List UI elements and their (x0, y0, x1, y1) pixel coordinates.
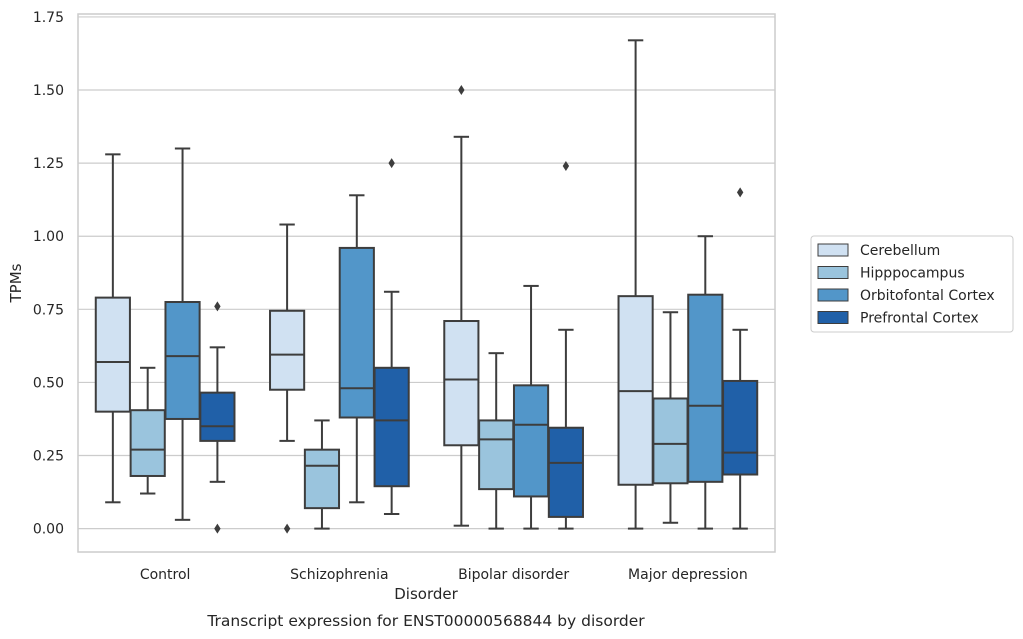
box-1-3 (373, 158, 410, 515)
x-tick-label: Control (140, 567, 191, 583)
legend-label: Orbitofontal Cortex (860, 288, 995, 304)
outlier-point (562, 161, 570, 172)
y-tick-label: 0.50 (33, 375, 64, 391)
x-axis-ticks: Control Schizophrenia Bipolar disorder Majo… (140, 567, 748, 583)
legend-swatch (817, 266, 849, 279)
box-body (129, 409, 166, 477)
box-2-2 (512, 284, 550, 530)
box-2-0 (443, 85, 480, 527)
boxes (94, 39, 759, 534)
box-body (687, 293, 724, 483)
box-1-2 (338, 194, 375, 504)
x-tick-label: Bipolar disorder (458, 567, 569, 583)
box-2-3 (547, 161, 584, 530)
box-body (303, 448, 341, 510)
box-0-0 (94, 153, 131, 504)
legend-swatch (817, 311, 849, 324)
box-body (512, 384, 550, 498)
y-tick-label: 0.25 (33, 449, 64, 465)
outlier-point (388, 158, 395, 169)
plot-frame (77, 13, 776, 553)
box-1-0 (269, 223, 306, 534)
legend: Cerebellum Hipppocampus Orbitofontal Corte… (810, 235, 1014, 333)
legend-frame (810, 235, 1014, 333)
outlier-point (214, 301, 221, 312)
legend-label: Cerebellum (860, 243, 940, 259)
box-body (547, 426, 584, 518)
x-tick-label: Schizophrenia (290, 567, 388, 583)
y-tick-label: 1.50 (33, 83, 64, 99)
y-axis-ticks: 0.00 0.25 0.50 0.75 1.00 1.25 1.50 1.75 (33, 10, 64, 538)
legend-label: Hipppocampus (860, 266, 965, 282)
box-0-3 (199, 301, 236, 534)
y-tick-label: 1.25 (33, 156, 64, 172)
x-axis-label: Disorder (394, 585, 458, 603)
y-tick-label: 0.00 (33, 522, 64, 538)
box-3-1 (652, 311, 689, 524)
box-body (338, 246, 375, 419)
y-tick-label: 1.00 (33, 229, 64, 245)
y-tick-label: 1.75 (33, 10, 64, 26)
box-body (164, 301, 201, 420)
x-tick-label: Major depression (628, 567, 748, 583)
y-axis-label: TPMs (7, 263, 25, 303)
box-body (94, 296, 131, 413)
box-3-2 (687, 235, 724, 530)
box-0-1 (129, 366, 166, 495)
chart-caption: Transcript expression for ENST0000056884… (206, 612, 645, 630)
legend-swatch (817, 243, 849, 257)
outlier-point (458, 85, 465, 96)
box-3-3 (722, 187, 759, 530)
box-3-0 (617, 39, 654, 530)
box-body (722, 379, 759, 476)
box-body (199, 391, 236, 442)
box-1-1 (303, 419, 341, 530)
legend-swatch (817, 288, 849, 302)
outlier-point (736, 187, 744, 198)
box-0-2 (164, 147, 201, 521)
box-body (652, 397, 689, 485)
outlier-point (214, 523, 221, 534)
y-tick-label: 0.75 (33, 302, 64, 318)
box-body (443, 320, 480, 447)
box-body (478, 419, 515, 491)
legend-label: Prefrontal Cortex (860, 311, 979, 327)
box-body (269, 309, 306, 391)
box-body (373, 366, 410, 488)
outlier-point (283, 523, 291, 534)
